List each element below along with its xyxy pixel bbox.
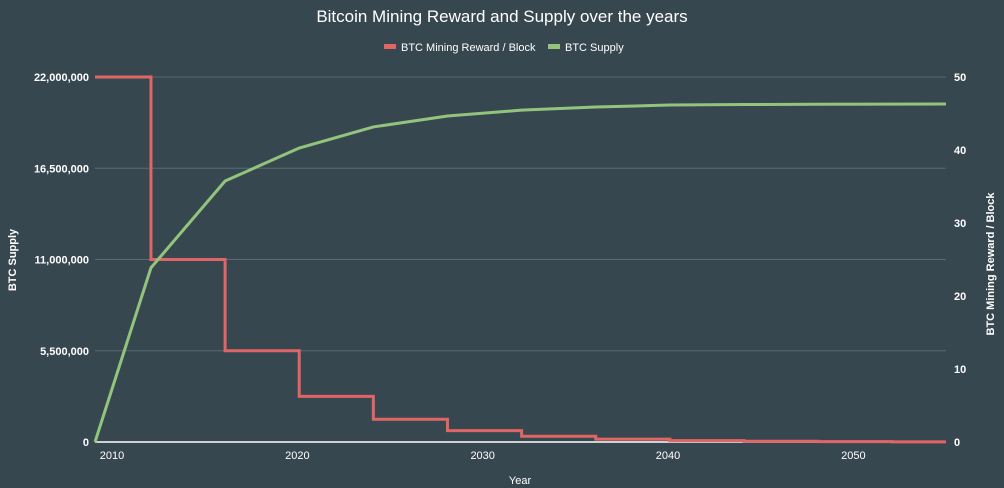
x-tick-label: 2010 — [100, 450, 124, 462]
legend: BTC Mining Reward / Block BTC Supply — [384, 42, 624, 54]
legend-swatch-reward — [384, 44, 396, 49]
legend-label-supply: BTC Supply — [565, 42, 624, 54]
y-tick-label-left: 5,500,000 — [40, 346, 89, 358]
y-axis-label-right: BTC Mining Reward / Block — [985, 192, 997, 336]
x-axis-label: Year — [509, 475, 532, 487]
chart-title: Bitcoin Mining Reward and Supply over th… — [316, 7, 687, 26]
y-tick-label-right: 10 — [954, 364, 966, 376]
y-tick-label-left: 22,000,000 — [34, 72, 89, 84]
x-tick-label: 2020 — [285, 450, 309, 462]
x-tick-label: 2030 — [470, 450, 494, 462]
series-line-btc-supply — [93, 102, 947, 443]
y-tick-label-right: 0 — [954, 437, 960, 449]
y-tick-label-right: 30 — [954, 218, 966, 230]
y-axis-label-left: BTC Supply — [7, 228, 19, 291]
y-tick-label-right: 20 — [954, 291, 966, 303]
y-tick-label-right: 40 — [954, 145, 966, 157]
legend-swatch-supply — [548, 44, 560, 49]
y-tick-label-left: 11,000,000 — [35, 255, 89, 267]
series-line-mining-reward — [95, 75, 946, 444]
y-tick-label-right: 50 — [954, 72, 966, 84]
legend-label-reward: BTC Mining Reward / Block — [401, 42, 536, 54]
x-tick-label: 2050 — [841, 450, 865, 462]
y-tick-label-left: 0 — [83, 437, 89, 449]
y-tick-label-left: 16,500,000 — [34, 163, 89, 175]
x-tick-label: 2040 — [656, 450, 680, 462]
